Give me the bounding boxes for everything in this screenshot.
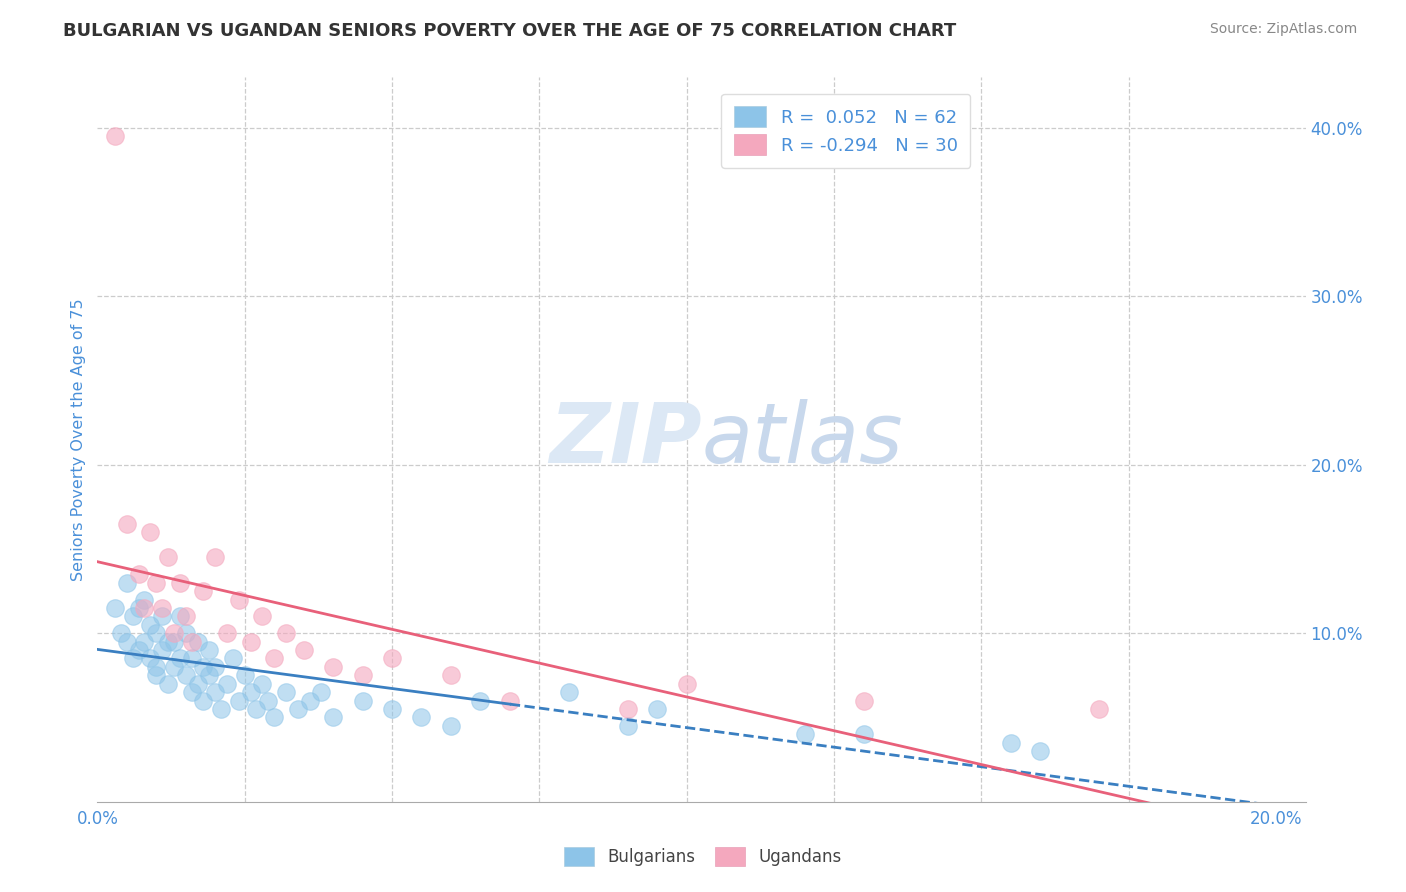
Point [115, 634, 138, 648]
Point [499, 693, 522, 707]
Point [381, 651, 404, 665]
Point [263, 651, 285, 665]
Point [616, 719, 638, 733]
Point [128, 567, 150, 582]
Point [204, 550, 226, 565]
Point [204, 660, 226, 674]
Point [163, 626, 186, 640]
Point [150, 601, 173, 615]
Point [145, 575, 167, 590]
Point [209, 702, 232, 716]
Point [145, 668, 167, 682]
Point [180, 685, 202, 699]
Point [115, 575, 138, 590]
Point [1029, 744, 1052, 758]
Point [157, 634, 180, 648]
Point [139, 617, 162, 632]
Point [352, 693, 374, 707]
Point [352, 668, 374, 682]
Point [145, 626, 167, 640]
Point [145, 660, 167, 674]
Point [616, 702, 638, 716]
Point [134, 601, 156, 615]
Point [157, 550, 180, 565]
Point [193, 693, 215, 707]
Point [1088, 702, 1111, 716]
Point [793, 727, 815, 741]
Point [198, 643, 221, 657]
Point [645, 702, 668, 716]
Point [233, 668, 256, 682]
Point [274, 685, 297, 699]
Point [322, 660, 344, 674]
Point [263, 710, 285, 724]
Point [228, 592, 250, 607]
Point [204, 685, 226, 699]
Point [228, 693, 250, 707]
Point [1000, 736, 1022, 750]
Point [252, 677, 274, 691]
Legend: R =  0.052   N = 62, R = -0.294   N = 30: R = 0.052 N = 62, R = -0.294 N = 30 [721, 94, 970, 168]
Point [440, 668, 463, 682]
Point [110, 626, 132, 640]
Point [139, 651, 162, 665]
Text: BULGARIAN VS UGANDAN SENIORS POVERTY OVER THE AGE OF 75 CORRELATION CHART: BULGARIAN VS UGANDAN SENIORS POVERTY OVE… [63, 22, 956, 40]
Point [134, 634, 156, 648]
Point [239, 685, 262, 699]
Point [134, 592, 156, 607]
Point [180, 634, 202, 648]
Point [128, 601, 150, 615]
Point [222, 651, 245, 665]
Point [411, 710, 433, 724]
Legend: Bulgarians, Ugandans: Bulgarians, Ugandans [555, 838, 851, 875]
Point [252, 609, 274, 624]
Point [104, 601, 127, 615]
Point [440, 719, 463, 733]
Point [157, 677, 180, 691]
Point [198, 668, 221, 682]
Point [180, 651, 202, 665]
Y-axis label: Seniors Poverty Over the Age of 75: Seniors Poverty Over the Age of 75 [72, 298, 86, 581]
Point [292, 643, 315, 657]
Point [169, 609, 191, 624]
Text: ZIP: ZIP [548, 399, 702, 480]
Point [139, 525, 162, 540]
Point [115, 516, 138, 531]
Point [121, 651, 143, 665]
Point [174, 668, 197, 682]
Point [852, 727, 875, 741]
Point [128, 643, 150, 657]
Point [287, 702, 309, 716]
Point [174, 609, 197, 624]
Point [150, 609, 173, 624]
Point [186, 634, 208, 648]
Point [174, 626, 197, 640]
Point [852, 693, 875, 707]
Point [257, 693, 280, 707]
Point [104, 129, 127, 144]
Point [193, 584, 215, 599]
Point [150, 643, 173, 657]
Text: Source: ZipAtlas.com: Source: ZipAtlas.com [1209, 22, 1357, 37]
Point [215, 626, 238, 640]
Point [245, 702, 267, 716]
Point [163, 634, 186, 648]
Point [274, 626, 297, 640]
Point [558, 685, 581, 699]
Point [675, 677, 697, 691]
Point [193, 660, 215, 674]
Point [169, 651, 191, 665]
Point [215, 677, 238, 691]
Point [163, 660, 186, 674]
Point [311, 685, 333, 699]
Point [381, 702, 404, 716]
Point [322, 710, 344, 724]
Point [169, 575, 191, 590]
Text: atlas: atlas [702, 399, 903, 480]
Point [186, 677, 208, 691]
Point [298, 693, 321, 707]
Point [239, 634, 262, 648]
Point [121, 609, 143, 624]
Point [470, 693, 492, 707]
